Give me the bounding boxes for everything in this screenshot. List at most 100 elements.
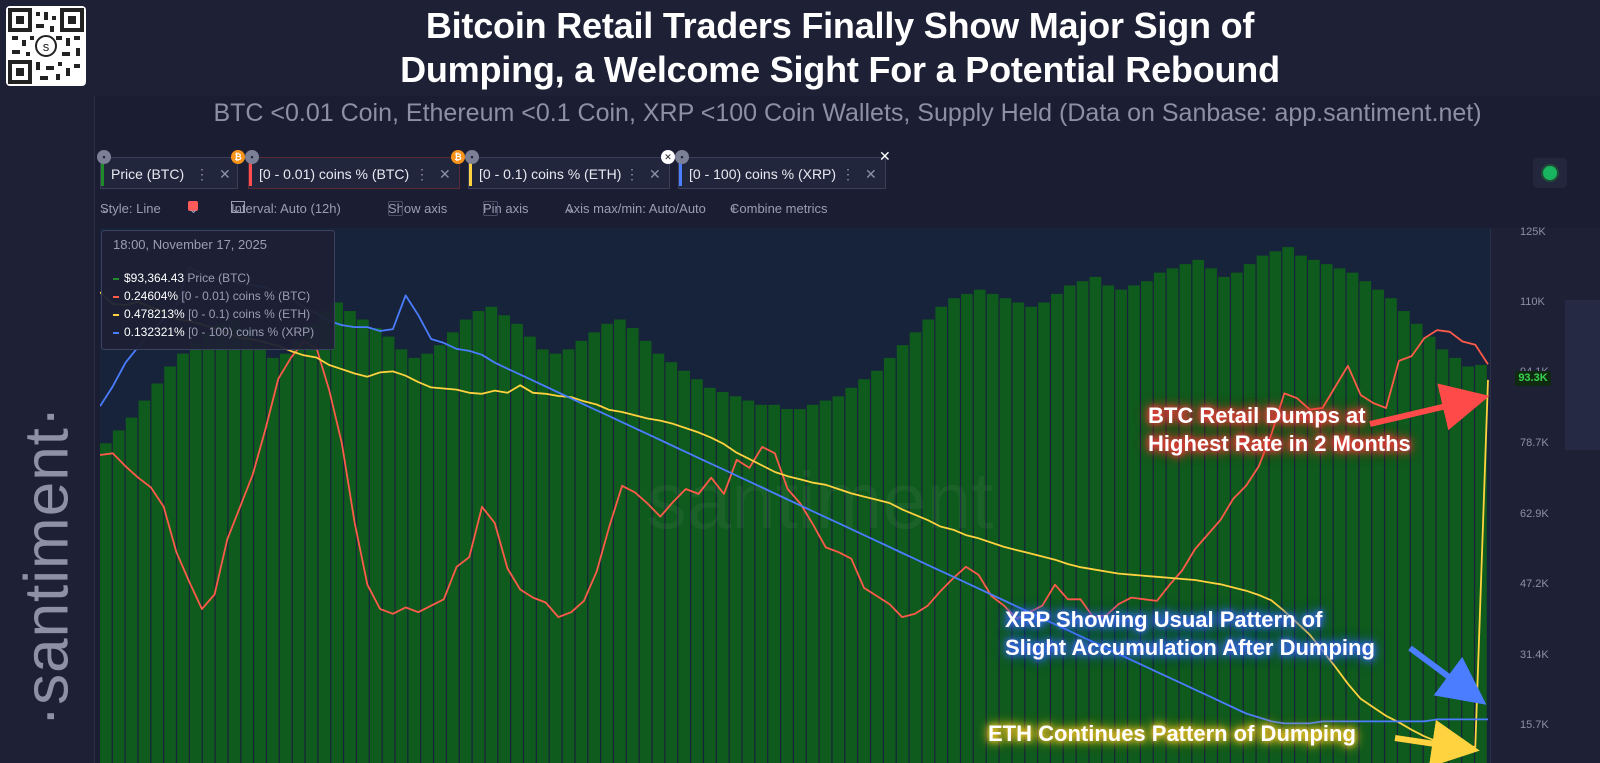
price-bar	[1102, 285, 1115, 763]
price-bar	[1269, 251, 1282, 763]
combine-label: Combine metrics	[730, 201, 828, 216]
price-bar	[922, 319, 935, 763]
legend-swatch	[113, 295, 119, 298]
price-bar	[999, 298, 1012, 763]
price-bar	[819, 400, 832, 763]
tooltip-name: [0 - 0.01) coins % (BTC)	[181, 289, 311, 303]
price-bar	[382, 336, 395, 763]
price-bar	[961, 293, 973, 763]
more-icon[interactable]: ⋮	[841, 166, 855, 182]
tab-label: Price (BTC)	[111, 166, 185, 182]
price-bar	[498, 315, 511, 763]
price-bar	[421, 353, 433, 763]
santiment-logo: ·santiment·	[12, 405, 82, 727]
price-bar	[1243, 264, 1256, 763]
price-bar	[485, 306, 498, 763]
chart-subtitle: BTC <0.01 Coin, Ethereum <0.1 Coin, XRP …	[213, 99, 1482, 127]
price-bar	[395, 349, 408, 763]
more-icon[interactable]: ⋮	[195, 166, 209, 182]
price-bar	[125, 417, 138, 763]
annotation-line: ETH Continues Pattern of Dumping	[988, 721, 1356, 746]
legend-swatch	[113, 331, 119, 334]
price-bar	[742, 400, 755, 763]
pin-axis-checkbox[interactable]	[483, 201, 498, 216]
current-price-badge: 93.3K	[1515, 371, 1551, 386]
y-tick: 78.7K	[1520, 437, 1549, 449]
price-bar	[1038, 302, 1050, 763]
toggle-dot-icon	[1543, 166, 1557, 180]
price-bar	[524, 336, 536, 763]
price-bar	[408, 357, 421, 763]
price-bar	[716, 392, 729, 763]
price-bar	[652, 353, 665, 763]
price-bar	[845, 387, 858, 763]
more-icon[interactable]: ⋮	[625, 166, 639, 182]
annotation-line: XRP Showing Usual Pattern of	[1005, 607, 1323, 632]
close-icon[interactable]: ✕	[865, 166, 877, 182]
close-icon[interactable]: ✕	[439, 166, 451, 182]
tooltip-name: [0 - 100) coins % (XRP)	[188, 325, 315, 339]
price-bar	[883, 357, 896, 763]
price-bar	[318, 311, 331, 763]
price-bar	[511, 323, 523, 763]
more-icon[interactable]: ⋮	[415, 166, 429, 182]
tooltip-row-btc: 0.24604% [0 - 0.01) coins % (BTC)	[113, 289, 310, 303]
price-bar	[909, 332, 922, 763]
tab-color-bar	[101, 162, 104, 186]
bitcoin-icon: ₿	[451, 150, 465, 164]
tab-btc-supply[interactable]: [0 - 0.01) coins % (BTC) ⋮ ✕ ₿ ▪	[231, 150, 460, 189]
show-axis-checkbox[interactable]	[388, 201, 403, 216]
price-bar	[100, 443, 112, 763]
theme-toggle[interactable]	[1533, 158, 1567, 188]
tooltip-row-eth: 0.478213% [0 - 0.1) coins % (ETH)	[113, 307, 310, 321]
price-bar	[832, 396, 845, 763]
price-bar	[1141, 281, 1153, 763]
price-bar	[665, 362, 678, 763]
price-bar	[614, 319, 626, 763]
price-bar	[1012, 302, 1025, 763]
price-bar	[1462, 366, 1474, 763]
price-bar	[1410, 323, 1423, 763]
price-bar	[1372, 289, 1384, 763]
price-bar	[601, 323, 613, 763]
price-bar	[986, 293, 999, 763]
color-swatch	[188, 201, 198, 211]
chart-plot[interactable]: santiment	[100, 228, 1490, 763]
remove-all-icon[interactable]: ✕	[879, 148, 891, 164]
bitcoin-icon: ₿	[231, 150, 245, 164]
price-bar	[1385, 298, 1397, 763]
annotation-line: Highest Rate in 2 Months	[1148, 431, 1411, 456]
tab-color-bar	[469, 162, 472, 186]
close-icon[interactable]: ✕	[219, 166, 231, 182]
price-bar	[202, 332, 215, 763]
price-bar	[1051, 293, 1063, 763]
price-bar	[1166, 268, 1179, 763]
y-tick: 62.9K	[1520, 508, 1549, 520]
series-line	[100, 291, 1489, 748]
brand-sidebar: ·santiment·	[0, 96, 95, 763]
price-bar	[1089, 276, 1102, 763]
price-bar	[164, 366, 176, 763]
tab-xrp-supply[interactable]: [0 - 100) coins % (XRP) ⋮ ✕ ✕ ▪ ✕	[661, 148, 891, 189]
price-bar	[177, 353, 189, 763]
lock-icon: ▪	[465, 150, 479, 164]
y-tick: 125K	[1520, 226, 1546, 238]
price-bar	[228, 319, 241, 763]
xrp-icon: ✕	[661, 150, 675, 164]
tooltip-date: 18:00, November 17, 2025	[113, 237, 267, 252]
close-icon[interactable]: ✕	[649, 166, 661, 182]
title-line-1: Bitcoin Retail Traders Finally Show Majo…	[425, 5, 1255, 46]
tab-eth-supply[interactable]: [0 - 0.1) coins % (ETH) ⋮ ✕ ₿ ▪	[451, 150, 670, 189]
tab-label: [0 - 0.1) coins % (ETH)	[479, 166, 622, 182]
price-bar	[794, 409, 806, 763]
price-bar	[781, 409, 793, 763]
tab-color-bar	[249, 162, 252, 186]
legend-swatch	[113, 277, 119, 280]
right-edge-panel	[1565, 300, 1600, 450]
tab-price-btc[interactable]: Price (BTC) ⋮ ✕ ▪	[97, 150, 238, 189]
price-bar	[1295, 255, 1307, 763]
price-bar	[1449, 357, 1462, 763]
legend-swatch	[113, 313, 119, 316]
price-bar	[575, 340, 588, 763]
price-bar	[472, 311, 485, 763]
